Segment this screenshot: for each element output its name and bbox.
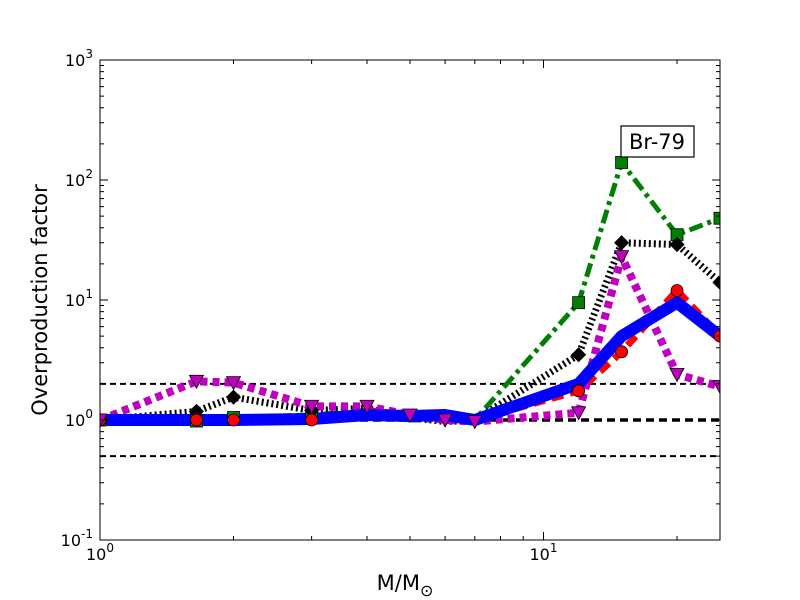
data-point-marker [225,376,242,391]
data-point-marker [713,211,720,225]
tick-label-base: 10 [86,545,106,564]
data-point-marker [402,408,418,423]
annotation-box: Br-79 [620,125,695,158]
data-point-marker [712,274,720,291]
tick-label-exponent: 1 [85,287,93,301]
data-point-marker [615,156,629,169]
y-tick-label: 103 [65,47,93,70]
tick-label-base: 10 [65,291,85,310]
data-point-marker [227,413,240,427]
y-tick-label: 102 [65,167,93,190]
data-point-marker [572,296,586,310]
x-tick-label: 101 [530,541,558,564]
tick-label-exponent: 2 [85,167,93,181]
data-point-marker [303,399,320,415]
data-point-marker [225,389,242,405]
data-point-marker [359,399,375,415]
x-tick-label: 100 [86,541,114,564]
data-point-marker [188,374,205,390]
y-tick-label: 10-1 [61,527,93,550]
data-point-marker [305,413,319,427]
data-point-marker [613,250,630,265]
data-point-marker [670,284,684,297]
annotation-frame [620,125,695,158]
x-axis-label-subscript: ⊙ [420,581,433,600]
tick-label-base: 10 [65,411,85,430]
data-point-marker [190,413,203,427]
axis-ticks [99,59,720,541]
tick-label-exponent: 3 [85,47,93,61]
tick-label-exponent: 0 [106,541,114,555]
tick-label-base: 10 [65,171,85,190]
tick-label-base: 10 [61,531,81,550]
tick-label-exponent: -1 [81,527,93,541]
data-point-marker [615,345,629,359]
data-point-marker [437,413,453,428]
x-axis-label-main: M/M [377,571,420,595]
data-point-marker [467,415,483,430]
y-tick-label: 101 [65,287,93,310]
x-axis-label: M/M⊙ [377,571,434,600]
tick-label-base: 10 [530,545,550,564]
y-tick-label: 100 [65,407,93,430]
tick-label-exponent: 0 [85,407,93,421]
data-point-marker [571,347,587,363]
data-point-marker [669,367,685,383]
data-point-marker [669,236,685,253]
tick-label-exponent: 1 [550,541,558,555]
annotation-label: Br-79 [629,130,685,154]
data-point-marker [572,384,586,398]
data-point-marker [570,406,587,421]
data-point-marker [614,235,630,251]
y-axis-label: Overproduction factor [28,184,52,416]
tick-label-base: 10 [65,51,85,70]
